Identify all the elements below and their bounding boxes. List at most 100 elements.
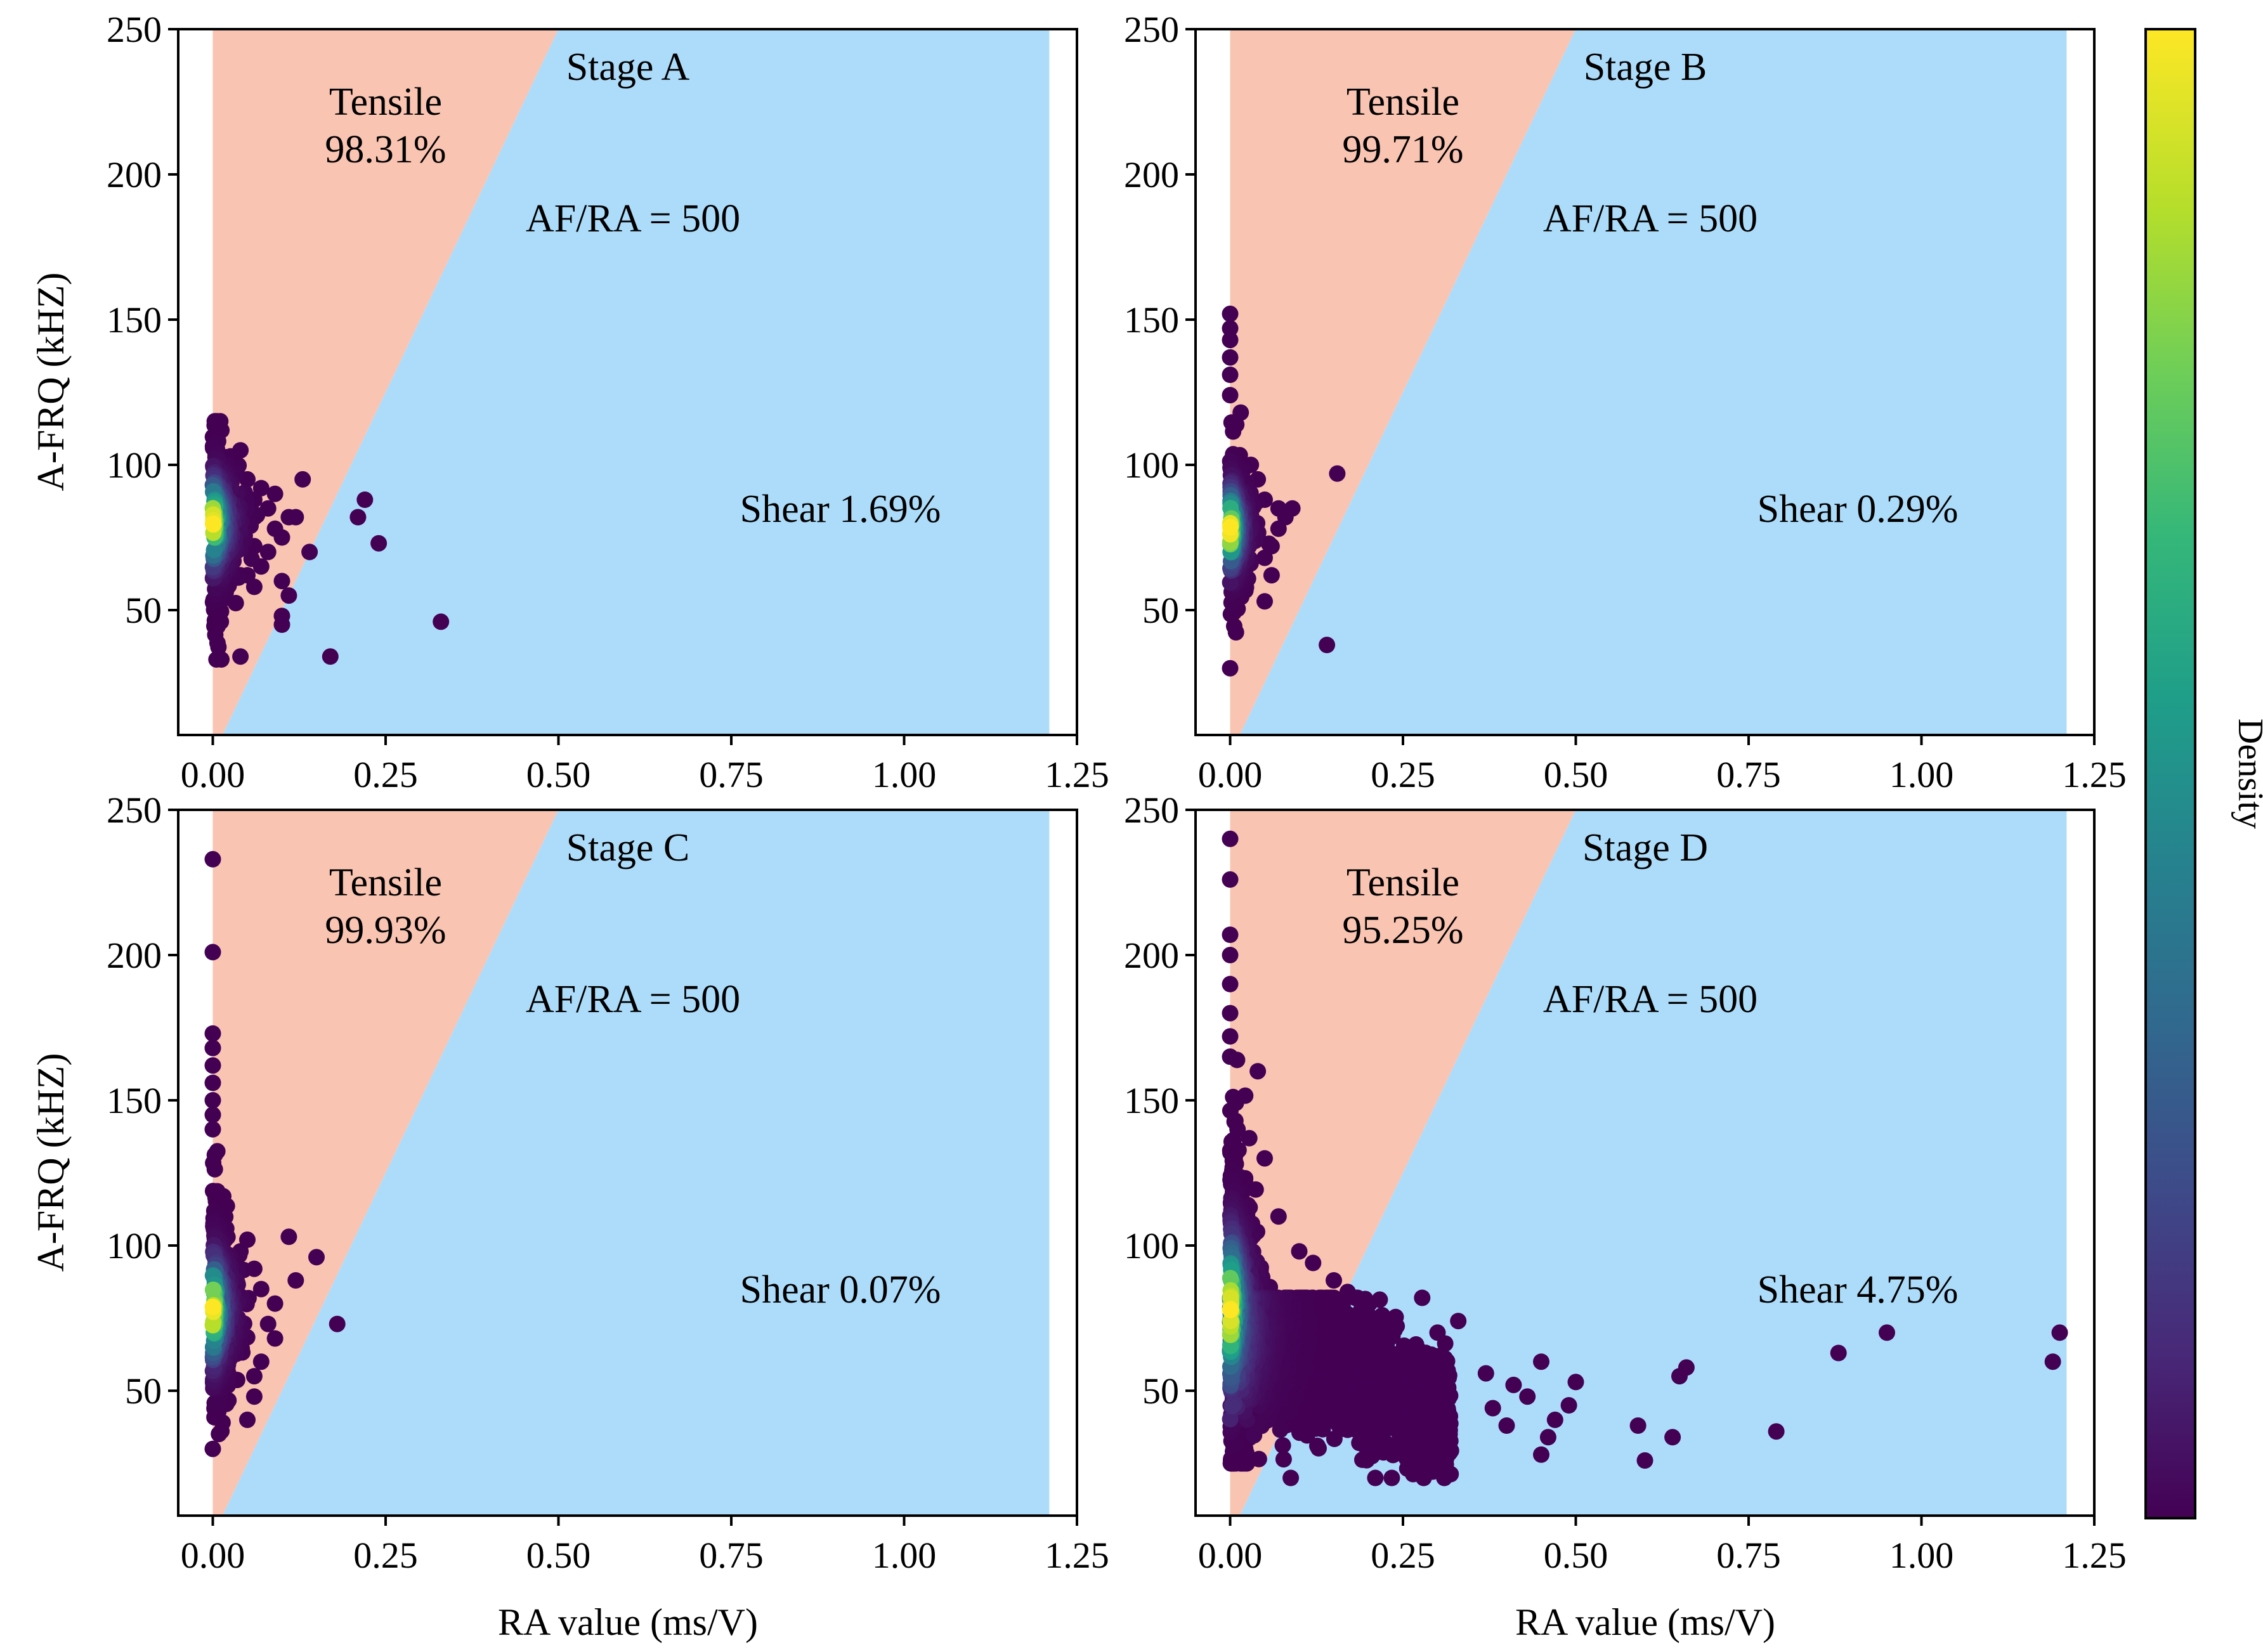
shear-region [222,29,1050,735]
scatter-point [1222,387,1239,404]
scatter-point [1222,519,1239,536]
x-tick-label: 0.00 [1198,754,1263,795]
scatter-point [1319,637,1336,653]
scatter-point [370,535,388,552]
scatter-point [266,520,284,537]
scatter-point [1222,871,1239,888]
scatter-point [204,1317,221,1334]
x-axis-label: RA value (ms/V) [1515,1601,1775,1643]
tensile-label: Tensile [329,81,442,124]
y-tick-label: 100 [107,445,162,486]
scatter-point [1222,574,1239,591]
scatter-point [273,616,290,633]
scatter-point [1222,305,1239,322]
x-tick-label: 0.25 [1371,754,1435,795]
tensile-percent: 95.25% [1342,909,1463,952]
y-tick-label: 200 [1124,154,1179,195]
scatter-point [280,587,297,604]
scatter-point [204,1074,221,1091]
tensile-region [1230,29,1576,735]
scatter-point [1567,1374,1584,1391]
scatter-point [1229,1051,1246,1069]
scatter-point [204,1039,221,1057]
scatter-point [1347,1289,1364,1306]
scatter-point [1291,1243,1308,1260]
y-tick-label: 50 [125,1370,162,1412]
scatter-point [1560,1397,1577,1414]
scatter-point [329,1315,346,1332]
shear-label: Shear 4.75% [1758,1268,1959,1311]
y-tick-label: 150 [107,299,162,341]
line-label: AF/RA = 500 [526,197,740,240]
scatter-point [1354,1451,1371,1468]
scatter-point [1222,927,1239,943]
scatter-point [204,1298,221,1315]
line-label: AF/RA = 500 [1543,978,1758,1021]
scatter-point [1546,1411,1563,1428]
scatter-point [1260,535,1277,552]
y-tick-label: 150 [1124,1080,1179,1121]
scatter-point [243,550,260,568]
scatter-point [1671,1368,1688,1385]
scatter-point [280,509,297,526]
tensile-label: Tensile [1347,861,1459,904]
tensile-label: Tensile [329,861,442,904]
stage-label: Stage D [1582,826,1708,869]
scatter-point [433,613,450,630]
scatter-point [1383,1469,1400,1486]
scatter-point [1326,1430,1343,1447]
scatter-point [1270,500,1287,517]
plot-frame [1194,28,2096,736]
scatter-point [204,1025,221,1042]
scatter-point [1222,320,1239,337]
scatter-point [1326,1272,1342,1289]
shear-label: Shear 0.29% [1758,488,1959,531]
scatter-point [1768,1423,1785,1440]
scatter-point [1222,975,1239,992]
y-tick-label: 100 [1124,445,1179,486]
scatter-point [1270,520,1287,537]
y-tick-label: 50 [1142,590,1179,631]
y-tick-label: 250 [1124,9,1179,50]
x-tick-label: 0.00 [181,754,245,795]
tensile-percent: 99.71% [1342,128,1463,171]
scatter-point [1275,1451,1292,1468]
panel-stage-c: 0.00 0.25 0.50 0.75 1.00 1.25 50 100 150 200 250 S… [30,790,1109,1643]
stage-label: Stage B [1584,46,1707,89]
x-tick-label: 1.25 [1045,1535,1109,1576]
shear-region [222,810,1050,1516]
scatter-point [1222,367,1239,383]
scatter-point [287,1272,304,1289]
scatter-point [204,1092,221,1109]
scatter-point [266,485,284,502]
scatter-point [1498,1417,1515,1434]
colorbar-label: Density [2231,719,2263,829]
scatter-point [1247,1181,1264,1198]
scatter-point [204,1057,221,1074]
y-tick-label: 50 [125,590,162,631]
scatter-point [204,944,221,961]
scatter-point [1222,1410,1239,1428]
y-tick-label: 100 [1124,1225,1179,1266]
scatter-point [1222,947,1239,963]
scatter-point [204,1121,221,1138]
scatter-point [252,1280,270,1298]
scatter-point [1256,549,1273,566]
scatter-point [1664,1429,1681,1446]
x-tick-label: 0.50 [526,754,591,795]
line-label: AF/RA = 500 [526,978,740,1021]
panel-stage-b: 0.00 0.25 0.50 0.75 1.00 1.25 50 100 150 200 250 S… [1124,9,2127,795]
scatter-point [1222,1270,1239,1287]
scatter-point [208,651,225,668]
scatter-point [308,1249,325,1266]
y-tick-label: 150 [107,1080,162,1121]
scatter-point [1274,1437,1291,1454]
scatter-point [1222,1005,1239,1022]
scatter-point [1351,1434,1368,1452]
scatter-point [245,1388,263,1405]
plot-frame [177,28,1078,736]
line-label: AF/RA = 500 [1543,197,1758,240]
scatter-point [349,509,367,526]
x-tick-label: 0.75 [1716,754,1781,795]
